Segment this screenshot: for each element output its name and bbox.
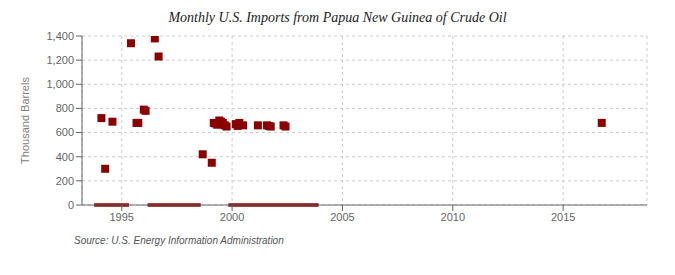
svg-text:1,400: 1,400 — [46, 30, 74, 42]
svg-text:600: 600 — [56, 126, 74, 138]
svg-text:1,200: 1,200 — [46, 54, 74, 66]
svg-text:0: 0 — [68, 199, 74, 211]
svg-text:1995: 1995 — [109, 211, 133, 223]
svg-text:1,000: 1,000 — [46, 78, 74, 90]
html-text:Source: U.S. Energy Informatio: Source: U.S. Energy Information Administ… — [74, 235, 284, 246]
svg-text:2000: 2000 — [220, 211, 244, 223]
svg-text:2005: 2005 — [330, 211, 354, 223]
svg-text:800: 800 — [56, 102, 74, 114]
svg-text:400: 400 — [56, 151, 74, 163]
svg-text:2015: 2015 — [551, 211, 575, 223]
html-text:Monthly U.S. Imports from Papu: Monthly U.S. Imports from Papua New Guin… — [168, 10, 507, 25]
svg-text:Thousand Barrels: Thousand Barrels — [19, 77, 31, 164]
svg-text:2010: 2010 — [441, 211, 465, 223]
svg-text:200: 200 — [56, 175, 74, 187]
